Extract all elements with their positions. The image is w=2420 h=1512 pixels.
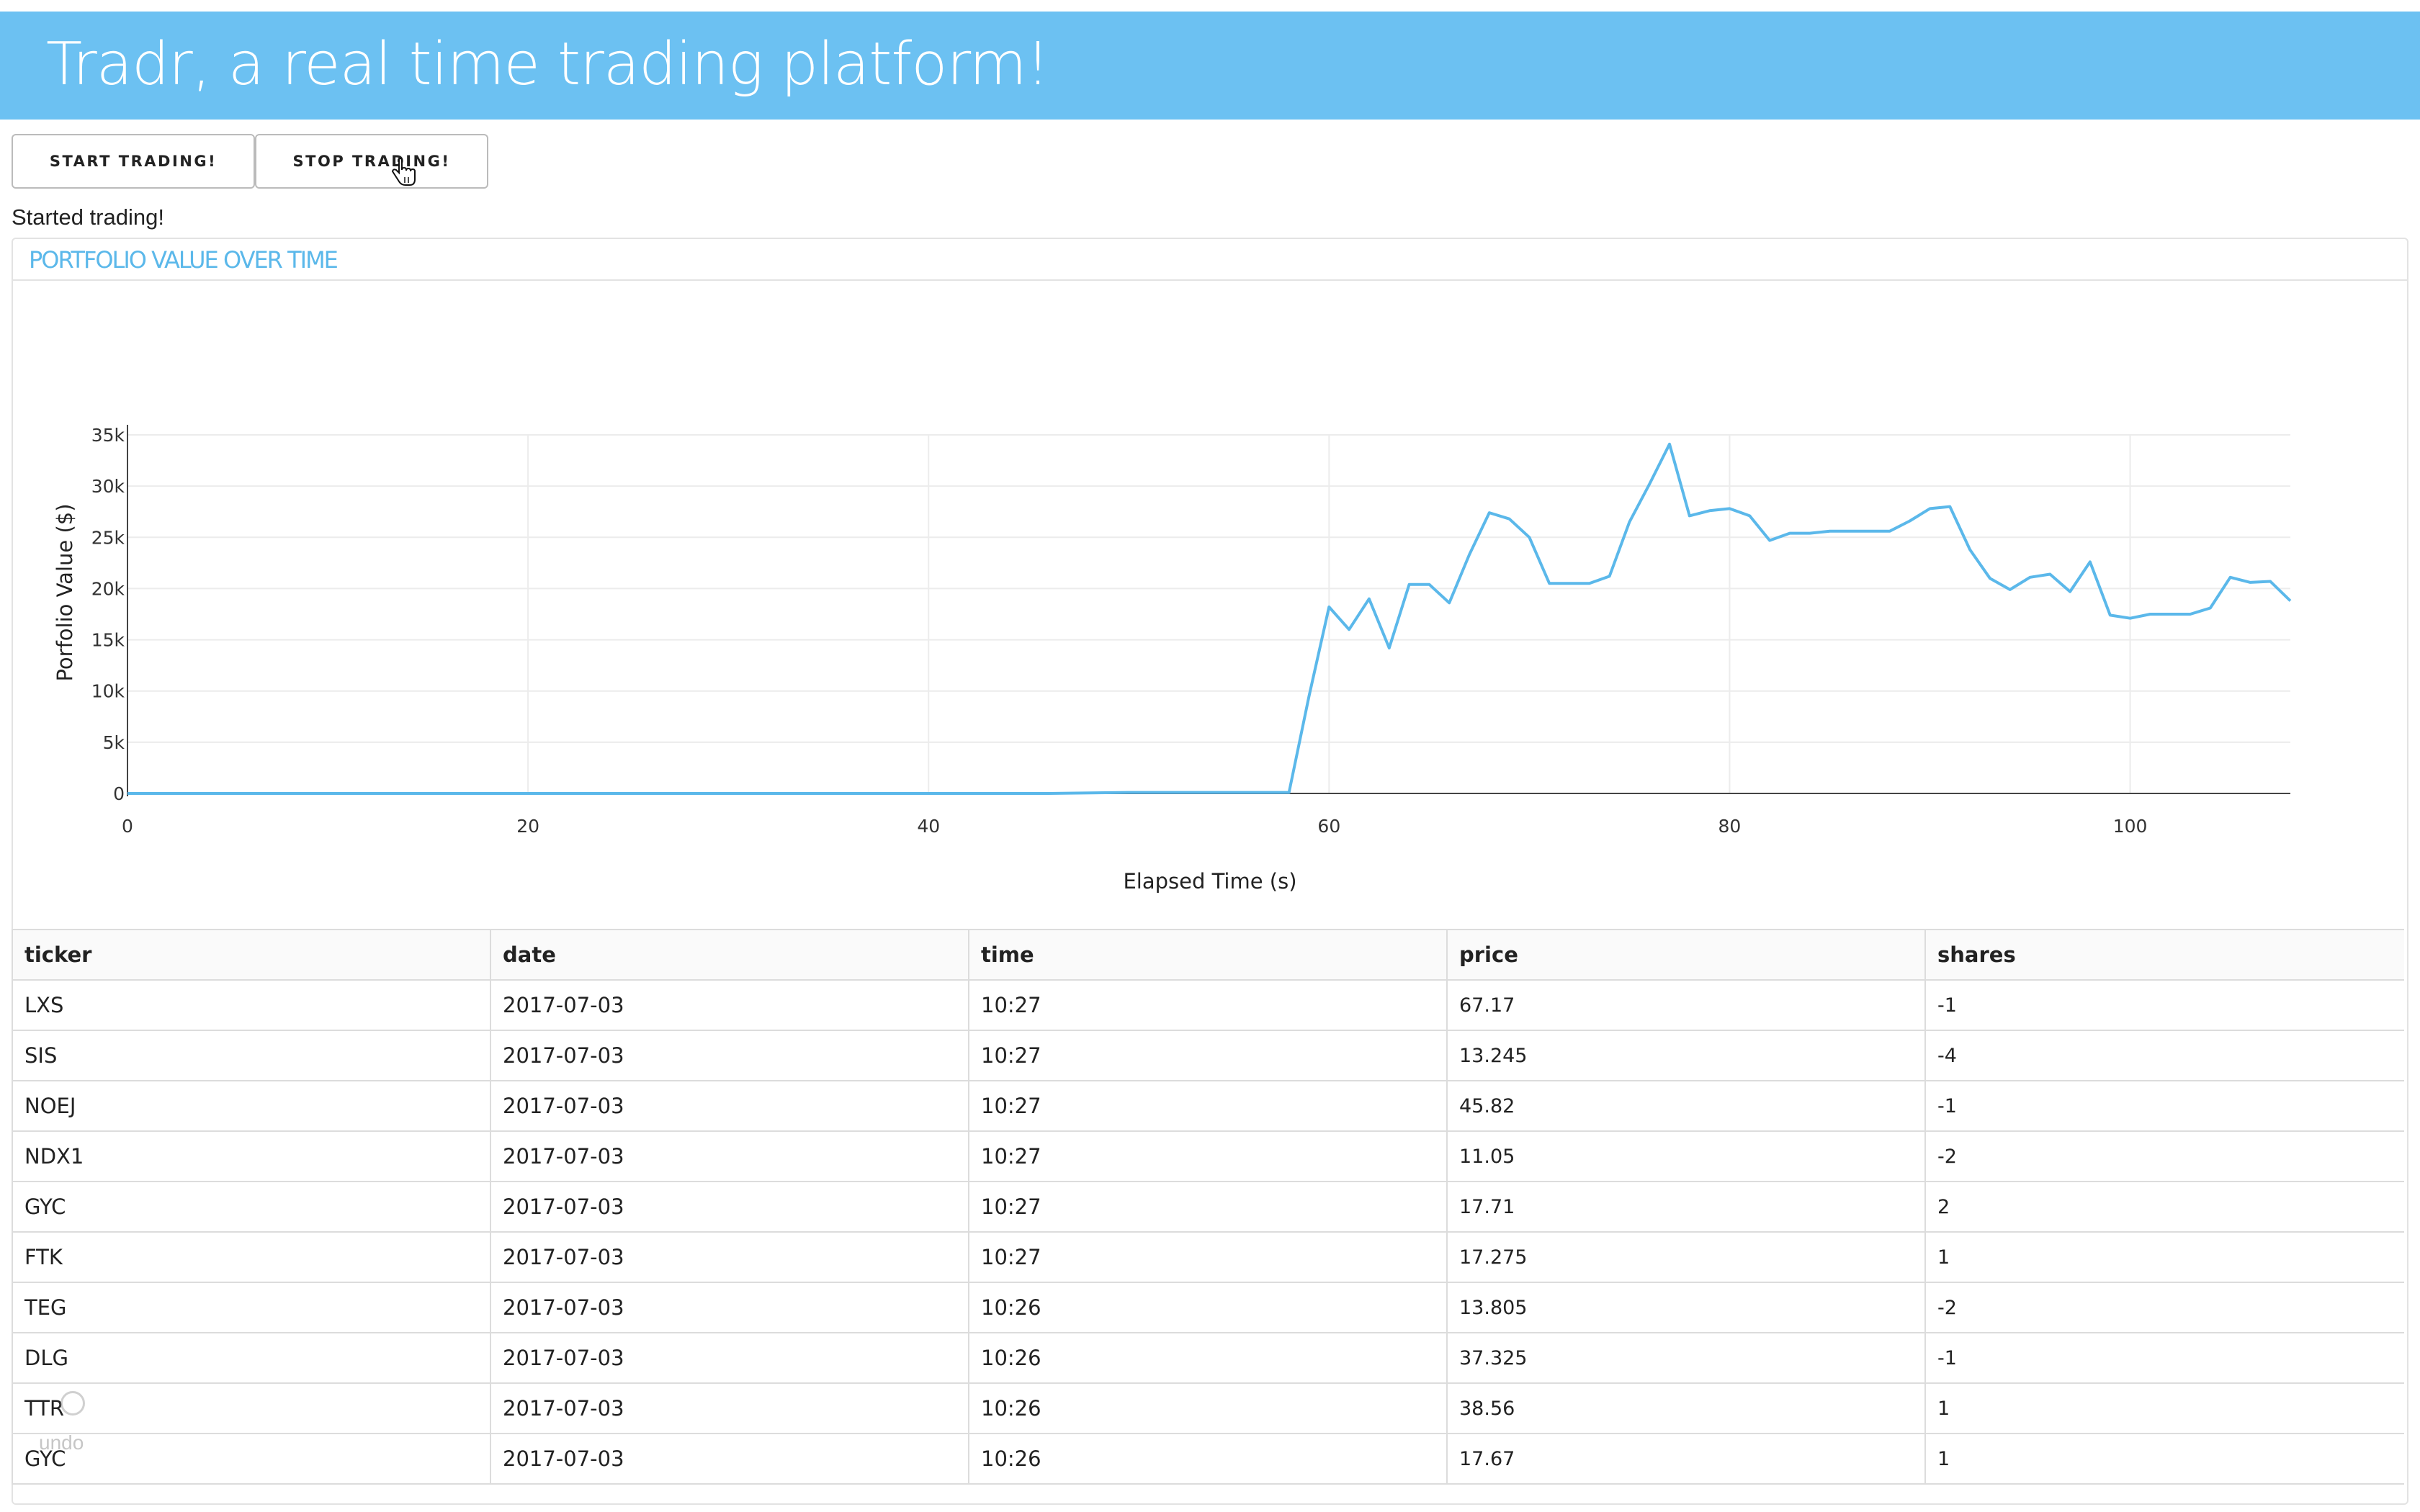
table-header-row: ticker date time price shares bbox=[12, 929, 2404, 981]
cell-price: 45.82 bbox=[1446, 1080, 1926, 1132]
cell-date: 2017-07-03 bbox=[490, 1282, 969, 1333]
cell-time: 10:27 bbox=[968, 1181, 1448, 1233]
cell-shares: 1 bbox=[1924, 1231, 2404, 1283]
column-header-date[interactable]: date bbox=[490, 929, 969, 981]
cell-ticker: NOEJ bbox=[12, 1080, 491, 1132]
cell-ticker: DLG bbox=[12, 1332, 491, 1384]
cell-time: 10:27 bbox=[968, 1231, 1448, 1283]
column-header-time[interactable]: time bbox=[968, 929, 1448, 981]
cell-time: 10:27 bbox=[968, 1080, 1448, 1132]
cell-shares: -1 bbox=[1924, 1080, 2404, 1132]
undo-label: undo bbox=[39, 1431, 84, 1454]
undo-control[interactable]: undo bbox=[29, 1388, 98, 1467]
cell-time: 10:27 bbox=[968, 1030, 1448, 1081]
cell-shares: -1 bbox=[1924, 1332, 2404, 1384]
cell-ticker: LXS bbox=[12, 979, 491, 1031]
table-row[interactable]: LXS 2017-07-03 10:27 67.17 -1 bbox=[12, 979, 2404, 1031]
cell-ticker: TEG bbox=[12, 1282, 491, 1333]
cell-time: 10:26 bbox=[968, 1332, 1448, 1384]
cell-shares: 1 bbox=[1924, 1382, 2404, 1434]
cell-price: 17.67 bbox=[1446, 1433, 1926, 1485]
cell-price: 17.71 bbox=[1446, 1181, 1926, 1233]
cell-ticker: NDX1 bbox=[12, 1130, 491, 1182]
column-header-ticker[interactable]: ticker bbox=[12, 929, 491, 981]
cell-price: 67.17 bbox=[1446, 979, 1926, 1031]
table-row[interactable]: TTR 2017-07-03 10:26 38.56 1 bbox=[12, 1382, 2404, 1434]
cell-ticker: GYC bbox=[12, 1181, 491, 1233]
cell-date: 2017-07-03 bbox=[490, 979, 969, 1031]
cell-time: 10:27 bbox=[968, 1130, 1448, 1182]
cell-date: 2017-07-03 bbox=[490, 1332, 969, 1384]
cell-price: 38.56 bbox=[1446, 1382, 1926, 1434]
cell-price: 37.325 bbox=[1446, 1332, 1926, 1384]
cell-time: 10:26 bbox=[968, 1382, 1448, 1434]
cell-date: 2017-07-03 bbox=[490, 1080, 969, 1132]
hand-cursor-icon bbox=[391, 157, 416, 186]
trading-status: Started trading! bbox=[12, 204, 164, 230]
table-row[interactable]: DLG 2017-07-03 10:26 37.325 -1 bbox=[12, 1332, 2404, 1384]
cell-shares: -2 bbox=[1924, 1130, 2404, 1182]
cell-shares: -4 bbox=[1924, 1030, 2404, 1081]
cell-ticker: TTR bbox=[12, 1382, 491, 1434]
panel-header: PORTFOLIO VALUE OVER TIME bbox=[13, 239, 2407, 281]
column-header-price[interactable]: price bbox=[1446, 929, 1926, 981]
panel-title: PORTFOLIO VALUE OVER TIME bbox=[29, 246, 339, 274]
cell-shares: -1 bbox=[1924, 979, 2404, 1031]
trades-table: ticker date time price shares LXS 2017-07… bbox=[12, 929, 2404, 1485]
table-row[interactable]: NOEJ 2017-07-03 10:27 45.82 -1 bbox=[12, 1080, 2404, 1132]
start-trading-button[interactable]: START TRADING! bbox=[12, 134, 255, 189]
cell-ticker: SIS bbox=[12, 1030, 491, 1081]
table-row[interactable]: GYC 2017-07-03 10:27 17.71 2 bbox=[12, 1181, 2404, 1233]
cell-time: 10:26 bbox=[968, 1282, 1448, 1333]
cell-price: 13.805 bbox=[1446, 1282, 1926, 1333]
cell-date: 2017-07-03 bbox=[490, 1130, 969, 1182]
column-header-shares[interactable]: shares bbox=[1924, 929, 2404, 981]
cell-price: 17.275 bbox=[1446, 1231, 1926, 1283]
cell-shares: 2 bbox=[1924, 1181, 2404, 1233]
table-row[interactable]: FTK 2017-07-03 10:27 17.275 1 bbox=[12, 1231, 2404, 1283]
cell-date: 2017-07-03 bbox=[490, 1231, 969, 1283]
cell-date: 2017-07-03 bbox=[490, 1030, 969, 1081]
cell-time: 10:27 bbox=[968, 979, 1448, 1031]
table-row[interactable]: TEG 2017-07-03 10:26 13.805 -2 bbox=[12, 1282, 2404, 1333]
cell-date: 2017-07-03 bbox=[490, 1181, 969, 1233]
table-row[interactable]: NDX1 2017-07-03 10:27 11.05 -2 bbox=[12, 1130, 2404, 1182]
cell-price: 13.245 bbox=[1446, 1030, 1926, 1081]
table-row[interactable]: SIS 2017-07-03 10:27 13.245 -4 bbox=[12, 1030, 2404, 1081]
cell-price: 11.05 bbox=[1446, 1130, 1926, 1182]
stop-trading-button[interactable]: STOP TRADING! bbox=[255, 134, 488, 189]
table-body: LXS 2017-07-03 10:27 67.17 -1 SIS 2017-07-03 10… bbox=[12, 979, 2404, 1485]
cell-time: 10:26 bbox=[968, 1433, 1448, 1485]
cell-shares: 1 bbox=[1924, 1433, 2404, 1485]
cell-ticker: FTK bbox=[12, 1231, 491, 1283]
cell-shares: -2 bbox=[1924, 1282, 2404, 1333]
cell-date: 2017-07-03 bbox=[490, 1433, 969, 1485]
cell-ticker: GYC bbox=[12, 1433, 491, 1485]
undo-icon bbox=[60, 1391, 85, 1416]
app-title: Tradr, a real time trading platform! bbox=[46, 30, 1049, 99]
header-banner: Tradr, a real time trading platform! bbox=[0, 12, 2420, 120]
trades-table-container[interactable]: ticker date time price shares LXS 2017-07… bbox=[12, 929, 2404, 1490]
table-row[interactable]: GYC 2017-07-03 10:26 17.67 1 bbox=[12, 1433, 2404, 1485]
cell-date: 2017-07-03 bbox=[490, 1382, 969, 1434]
